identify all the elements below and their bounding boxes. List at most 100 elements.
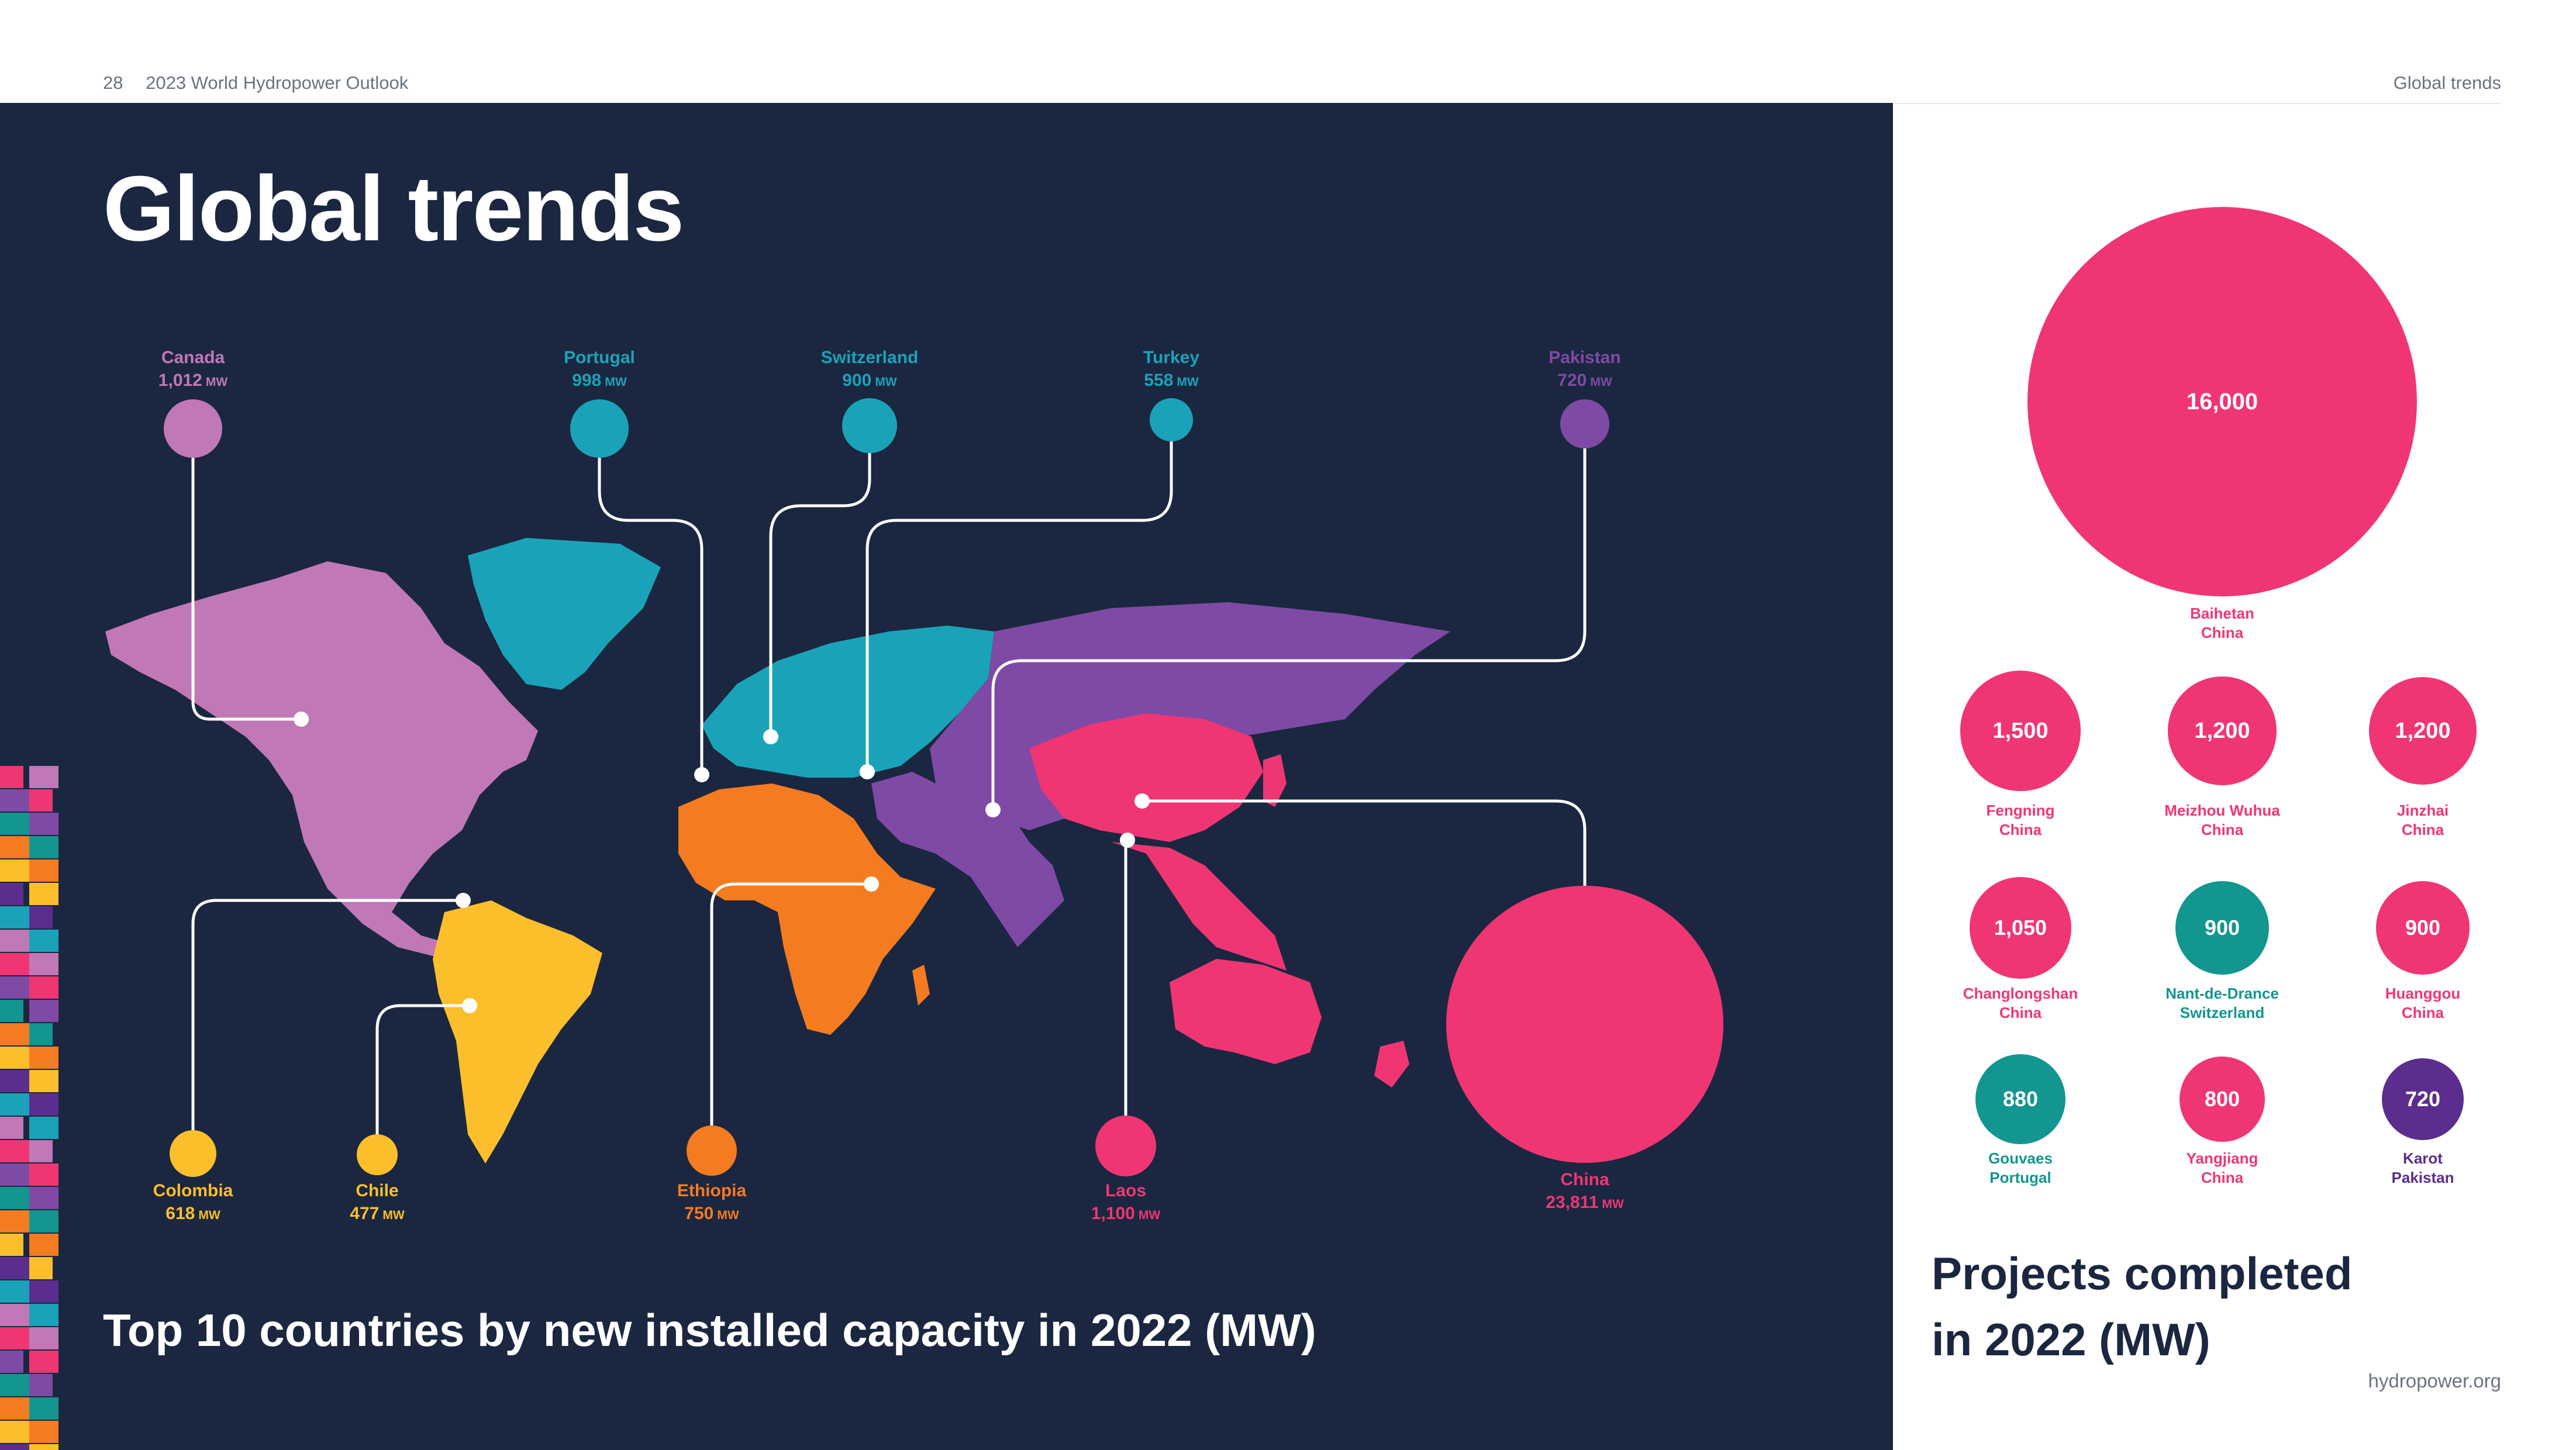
project-label-nant-de-drance: Nant-de-Drance Switzerland <box>2165 984 2279 1022</box>
map-region-china <box>1029 713 1263 842</box>
country-label-china: China 23,811 MW <box>1546 1168 1623 1214</box>
country-label-switzerland: Switzerland 900 MW <box>821 346 919 392</box>
country-label-laos: Laos 1,100 MW <box>1091 1179 1160 1225</box>
project-label-jinzhai: Jinzhai China <box>2397 801 2449 839</box>
stripe-block <box>29 789 53 812</box>
project-label-baihetan: Baihetan China <box>2190 604 2254 642</box>
country-value-unit: MW <box>1602 1197 1624 1211</box>
project-country: Portugal <box>1989 1168 2051 1186</box>
map-dot-switzerland <box>763 729 778 744</box>
connector-line-pakistan <box>991 448 1587 810</box>
map-region-north-america <box>105 561 538 965</box>
country-value-number: 900 <box>842 371 872 390</box>
project-name: Nant-de-Drance <box>2165 985 2279 1002</box>
projects-title-line2: in 2022 (MW) <box>1932 1314 2211 1366</box>
section-name: Global trends <box>2393 72 2501 93</box>
stripe-block <box>0 953 29 975</box>
stripe-block <box>0 1117 23 1139</box>
connector-line-canada <box>191 458 301 721</box>
country-bubble-portugal <box>570 399 629 458</box>
map-dot-chile <box>462 998 477 1013</box>
country-value: 477 MW <box>350 1202 404 1225</box>
stripe-block <box>0 1444 41 1450</box>
stripe-block <box>29 1327 58 1349</box>
map-region-greenland <box>468 538 661 690</box>
country-bubble-canada <box>164 399 222 458</box>
map-dot-laos <box>1120 833 1135 848</box>
country-value: 1,100 MW <box>1091 1202 1160 1225</box>
map-title: Top 10 countries by new installed capaci… <box>103 1304 1316 1356</box>
country-label-chile: Chile 477 MW <box>350 1179 404 1225</box>
country-value-unit: MW <box>205 375 228 389</box>
stripe-block <box>29 1351 58 1373</box>
project-bubble-nant-de-drance: 900 <box>2175 881 2269 975</box>
country-value-unit: MW <box>1177 375 1199 389</box>
country-bubble-pakistan <box>1560 399 1609 448</box>
stripe-block <box>29 1257 53 1279</box>
project-bubble-changlongshan: 1,050 <box>1970 877 2071 979</box>
connector-line-switzerland <box>769 453 871 737</box>
stripe-block <box>0 1421 29 1443</box>
connector-line-china <box>1142 799 1587 886</box>
country-label-portugal: Portugal 998 MW <box>564 346 635 392</box>
country-value-unit: MW <box>875 375 897 389</box>
country-value-number: 1,012 <box>158 371 202 390</box>
country-value-number: 1,100 <box>1091 1204 1135 1223</box>
project-bubble-karot: 720 <box>2382 1058 2464 1140</box>
country-value-unit: MW <box>717 1209 739 1222</box>
stripe-block <box>29 1093 58 1116</box>
stripe-block <box>0 1234 23 1256</box>
stripe-block <box>29 1210 58 1232</box>
project-name: Karot <box>2403 1149 2443 1167</box>
map-region-africa <box>678 783 936 1035</box>
country-bubble-colombia <box>170 1130 216 1177</box>
stripe-block <box>29 953 58 975</box>
stripe-block <box>29 1000 58 1022</box>
country-label-pakistan: Pakistan 720 MW <box>1549 346 1620 392</box>
page-header: 28 2023 World Hydropower Outlook <box>103 72 408 94</box>
country-name: Turkey <box>1143 348 1200 367</box>
connector-line-portugal <box>598 458 704 775</box>
project-label-huanggou: Huanggou China <box>2385 984 2461 1022</box>
country-value: 750 MW <box>677 1202 746 1225</box>
stripe-block <box>29 1187 58 1209</box>
project-label-yangjiang: Yangjiang China <box>2187 1149 2258 1187</box>
project-label-karot: Karot Pakistan <box>2392 1149 2454 1187</box>
stripe-block <box>29 1421 58 1443</box>
stripe-block <box>29 836 58 858</box>
connector-line-ethiopia <box>710 882 871 1126</box>
project-name: Fengning <box>1986 802 2055 819</box>
header-divider <box>1895 103 2501 104</box>
country-value-number: 720 <box>1557 371 1587 390</box>
map-region-new-zealand <box>1374 1041 1409 1088</box>
stripe-block <box>29 1070 58 1092</box>
connector-line-colombia <box>191 899 463 1130</box>
project-name: Jinzhai <box>2396 802 2449 819</box>
connector-line-chile <box>375 1004 470 1134</box>
project-bubble-yangjiang: 800 <box>2180 1057 2265 1142</box>
page-number: 28 <box>103 72 123 93</box>
project-country: China <box>2401 820 2444 838</box>
country-name: Laos <box>1105 1181 1147 1200</box>
project-bubble-fengning: 1,500 <box>1960 671 2081 791</box>
country-value-unit: MW <box>1138 1209 1161 1222</box>
stripe-block <box>29 906 53 928</box>
stripe-block <box>0 836 29 858</box>
stripe-block <box>29 976 58 999</box>
country-name: Portugal <box>564 348 635 367</box>
country-label-turkey: Turkey 558 MW <box>1143 346 1199 392</box>
project-country: China <box>2201 623 2244 641</box>
country-value: 618 MW <box>153 1202 233 1225</box>
connector-line-turkey <box>865 441 1173 772</box>
project-label-fengning: Fengning China <box>1987 801 2055 839</box>
project-name: Gouvaes <box>1988 1149 2053 1167</box>
country-value-number: 477 <box>350 1204 380 1223</box>
page-title: Global trends <box>103 157 684 260</box>
map-region-middle-east <box>871 772 1064 947</box>
project-bubble-meizhou-wuhua: 1,200 <box>2168 676 2277 785</box>
stripe-block <box>29 1140 53 1162</box>
project-country: China <box>2401 1003 2444 1021</box>
publication-title: 2023 World Hydropower Outlook <box>146 72 409 93</box>
country-value: 720 MW <box>1549 369 1620 392</box>
